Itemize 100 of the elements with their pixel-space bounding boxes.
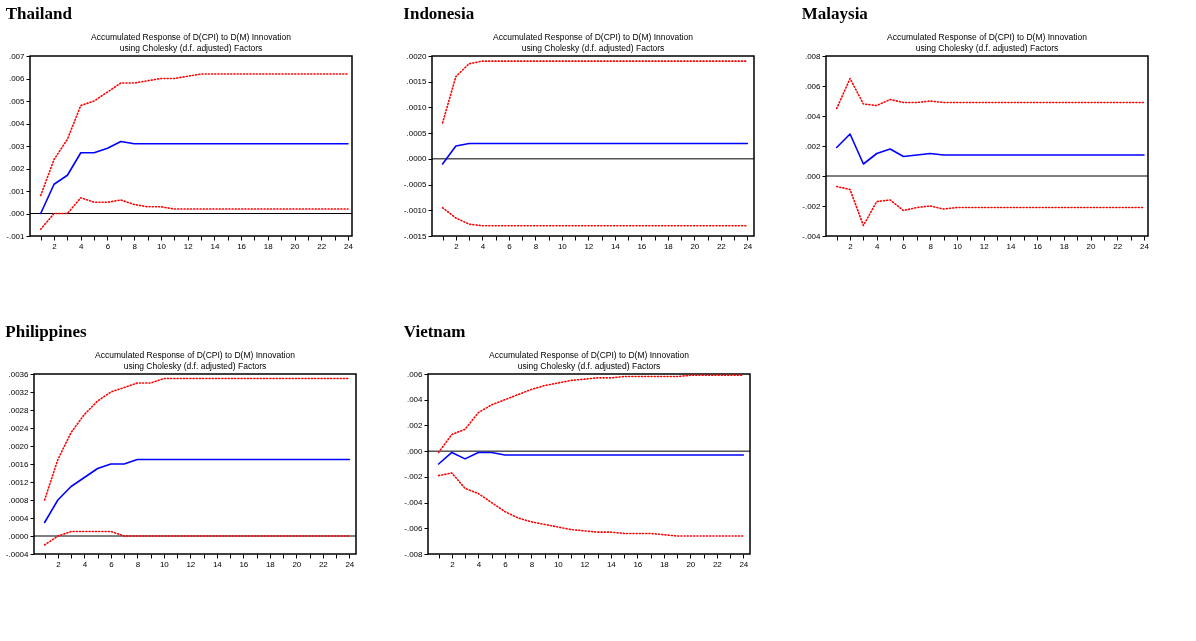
y-tick-label: -.006 xyxy=(404,523,424,533)
x-tick-label: 20 xyxy=(686,559,696,569)
x-tick-label: 18 xyxy=(265,559,276,569)
x-tick-label: 6 xyxy=(105,241,111,251)
x-tick-label: 12 xyxy=(183,241,194,251)
x-tick-label: 22 xyxy=(712,559,723,569)
x-tick-label: 20 xyxy=(690,241,700,251)
x-tick-label: 10 xyxy=(553,559,564,569)
x-tick-label: 6 xyxy=(901,241,907,251)
chart-title: Philippines xyxy=(5,322,87,341)
chart-subtitle: Accumulated Response of D(CPI) to D(M) Innovation using Cholesky (d.f. adjusted) Factors xyxy=(887,32,1088,53)
x-tick-label: 22 xyxy=(716,241,727,251)
y-tick-label: .006 xyxy=(406,369,424,379)
y-tick-label: .007 xyxy=(8,51,26,61)
y-tick-label: -.004 xyxy=(404,498,424,508)
x-tick-label: 16 xyxy=(237,241,247,251)
y-tick-label: .005 xyxy=(8,96,26,106)
y-tick-label: .0032 xyxy=(8,387,30,397)
y-tick-label: .008 xyxy=(804,51,822,61)
chart-subtitle: Accumulated Response of D(CPI) to D(M) Innovation using Cholesky (d.f. adjusted) Factors xyxy=(489,350,690,371)
y-tick-label: .0000 xyxy=(406,154,428,164)
x-tick-label: 6 xyxy=(109,559,115,569)
x-tick-label: 20 xyxy=(1086,241,1097,251)
y-tick-label: .0020 xyxy=(8,441,30,451)
x-tick-label: 18 xyxy=(263,241,274,251)
x-tick-label: 6 xyxy=(503,559,509,569)
x-tick-label: 14 xyxy=(1006,241,1016,251)
x-tick-label: 24 xyxy=(1140,241,1150,251)
x-tick-label: 8 xyxy=(529,559,535,569)
x-tick-label: 12 xyxy=(186,559,196,569)
y-tick-label: .0020 xyxy=(406,51,428,61)
x-tick-label: 22 xyxy=(1113,241,1123,251)
x-tick-label: 14 xyxy=(212,559,223,569)
y-tick-label: .002 xyxy=(406,420,424,430)
y-tick-label: -.0010 xyxy=(403,205,428,215)
x-tick-label: 18 xyxy=(1059,241,1070,251)
x-tick-label: 12 xyxy=(580,559,590,569)
x-tick-label: 14 xyxy=(210,241,220,251)
y-tick-label: -.0015 xyxy=(403,231,428,241)
y-tick-label: .0008 xyxy=(8,495,30,505)
y-tick-label: -.002 xyxy=(404,472,424,482)
y-tick-label: .004 xyxy=(804,111,822,121)
x-tick-label: 4 xyxy=(476,559,482,569)
y-tick-label: .0010 xyxy=(406,102,428,112)
y-tick-label: .001 xyxy=(8,186,26,196)
x-tick-label: 20 xyxy=(290,241,301,251)
x-tick-label: 10 xyxy=(159,559,170,569)
x-tick-label: 24 xyxy=(344,241,354,251)
y-tick-label: .000 xyxy=(406,446,424,456)
y-tick-label: .006 xyxy=(804,81,822,91)
x-tick-label: 2 xyxy=(56,559,62,569)
x-tick-label: 12 xyxy=(979,241,990,251)
y-tick-label: .002 xyxy=(8,164,26,173)
x-tick-label: 18 xyxy=(659,559,670,569)
x-tick-label: 8 xyxy=(132,241,138,251)
x-tick-label: 4 xyxy=(79,241,85,251)
x-tick-label: 14 xyxy=(606,559,617,569)
x-tick-label: 12 xyxy=(584,241,594,251)
y-tick-label: -.0005 xyxy=(403,180,428,190)
y-tick-label: .006 xyxy=(8,74,26,83)
chart-subtitle: Accumulated Response of D(CPI) to D(M) Innovation using Cholesky (d.f. adjusted) Factors xyxy=(95,350,296,371)
x-tick-label: 8 xyxy=(928,241,934,251)
x-tick-label: 4 xyxy=(480,241,486,251)
y-tick-label: .000 xyxy=(8,209,26,218)
y-tick-label: .003 xyxy=(8,141,26,151)
chart-title: Thailand xyxy=(5,4,73,23)
y-tick-label: .0024 xyxy=(8,423,30,433)
x-tick-label: 2 xyxy=(454,241,460,251)
x-tick-label: 16 xyxy=(1033,241,1043,251)
x-tick-label: 4 xyxy=(82,559,88,569)
x-tick-label: 16 xyxy=(239,559,249,569)
y-tick-label: .0036 xyxy=(8,369,30,379)
y-tick-label: -.008 xyxy=(404,549,424,559)
x-tick-label: 10 xyxy=(952,241,963,251)
y-tick-label: -.004 xyxy=(802,231,822,241)
x-tick-label: 14 xyxy=(610,241,621,251)
x-tick-label: 6 xyxy=(507,241,513,251)
x-tick-label: 4 xyxy=(875,241,881,251)
y-tick-label: .0028 xyxy=(8,405,30,415)
y-tick-label: .0012 xyxy=(8,477,30,487)
y-tick-label: .0004 xyxy=(8,513,30,523)
chart-title: Malaysia xyxy=(801,4,869,23)
chart-title: Indonesia xyxy=(403,4,475,23)
y-tick-label: -.001 xyxy=(6,231,26,241)
x-tick-label: 10 xyxy=(156,241,167,251)
y-tick-label: -.002 xyxy=(802,201,822,211)
y-tick-label: .0005 xyxy=(406,128,428,138)
x-tick-label: 2 xyxy=(450,559,456,569)
x-tick-label: 8 xyxy=(533,241,539,251)
x-tick-label: 2 xyxy=(52,241,58,251)
x-tick-label: 8 xyxy=(135,559,141,569)
y-tick-label: .0000 xyxy=(8,531,30,541)
y-tick-label: .004 xyxy=(406,395,424,405)
x-tick-label: 22 xyxy=(317,241,327,251)
chart-subtitle: Accumulated Response of D(CPI) to D(M) Innovation using Cholesky (d.f. adjusted) Factors xyxy=(493,32,694,53)
y-tick-label: .002 xyxy=(804,141,822,151)
y-tick-label: .004 xyxy=(8,119,26,128)
x-tick-label: 24 xyxy=(743,241,753,251)
chart-title: Vietnam xyxy=(403,322,466,341)
x-tick-label: 24 xyxy=(739,559,749,569)
